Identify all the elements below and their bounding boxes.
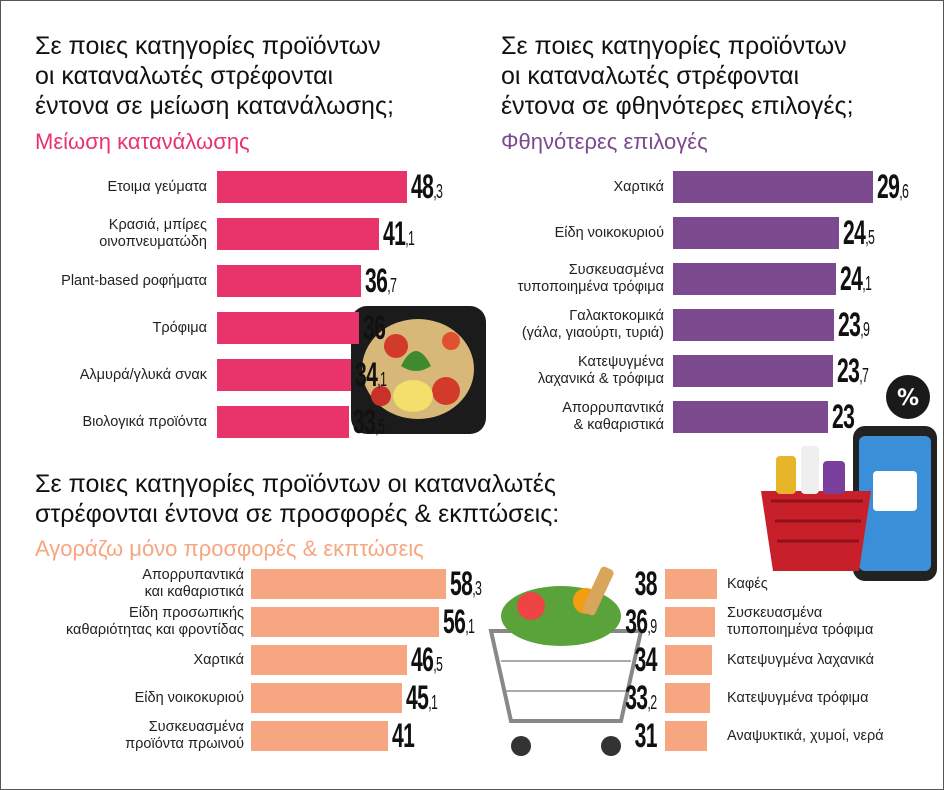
value-label: 36,9 — [625, 603, 658, 641]
category-label: Απορρυπαντικά και καθαριστικά — [142, 567, 244, 600]
value-label: 41,1 — [382, 215, 415, 253]
value-label: 38 — [634, 565, 658, 603]
bar — [673, 401, 829, 433]
category-label: Αναψυκτικά, χυμοί, νερά — [727, 727, 884, 744]
value-label: 46,5 — [410, 641, 443, 679]
bar — [251, 721, 389, 751]
category-label: Είδη νοικοκυριού — [134, 689, 244, 706]
chart-subtitle: Αγοράζω μόνο προσφορές & εκπτώσεις — [35, 536, 424, 561]
category-label: Κατεψυγμένα λαχανικά & τρόφιμα — [537, 354, 664, 387]
category-label: Κατεψυγμένα τρόφιμα — [727, 689, 869, 706]
percent-badge: % — [886, 375, 930, 419]
value-label: 33,2 — [625, 679, 658, 717]
category-label: Κατεψυγμένα λαχανικά — [727, 651, 875, 668]
bar — [665, 569, 717, 599]
category-label: Συσκευασμένα προϊόντα πρωινού — [125, 719, 244, 752]
svg-text:%: % — [897, 386, 919, 411]
chart-title: Σε ποιες κατηγορίες προϊόντων οι καταναλ… — [35, 470, 560, 528]
chart-title: Σε ποιες κατηγορίες προϊόντων οι καταναλ… — [35, 32, 394, 120]
shopping-cart — [488, 566, 644, 756]
bar — [665, 683, 711, 713]
value-label: 34,1 — [355, 356, 387, 394]
category-label: Χαρτικά — [193, 651, 244, 668]
bar — [217, 406, 349, 438]
bar — [217, 265, 362, 297]
value-label: 29,6 — [877, 168, 909, 206]
category-label: Συσκευασμένα τυποποιημένα τρόφιμα — [727, 605, 874, 638]
bar — [673, 217, 839, 249]
bar — [673, 355, 834, 387]
category-label: Απορρυπαντικά & καθαριστικά — [562, 400, 664, 433]
value-label: 34 — [634, 641, 658, 679]
bar — [665, 607, 716, 637]
value-label: 41 — [392, 717, 415, 755]
value-label: 48,3 — [411, 168, 443, 206]
category-label: Χαρτικά — [613, 178, 664, 195]
category-label: Ετοιμα γεύματα — [107, 178, 207, 195]
value-label: 56,1 — [442, 603, 475, 641]
value-label: 36,7 — [365, 262, 397, 300]
bar — [251, 645, 407, 675]
category-label: Κρασιά, μπίρες οινοπνευματώδη — [99, 217, 207, 250]
value-label: 23,9 — [838, 306, 870, 344]
value-label: 24,1 — [839, 260, 872, 298]
value-label: 58,3 — [450, 565, 482, 603]
category-label: Βιολογικά προϊόντα — [82, 413, 208, 430]
category-label: Συσκευασμένα τυποποιημένα τρόφιμα — [517, 262, 664, 295]
bar — [673, 309, 835, 341]
chart-title: Σε ποιες κατηγορίες προϊόντων οι καταναλ… — [501, 32, 854, 120]
chart-subtitle: Φθηνότερες επιλογές — [501, 129, 708, 154]
category-label: Γαλακτοκομικά (γάλα, γιαούρτι, τυριά) — [521, 308, 664, 341]
chart-subtitle: Μείωση κατανάλωσης — [35, 129, 250, 154]
value-label: 31 — [634, 717, 658, 755]
category-label: Είδη νοικοκυριού — [554, 224, 664, 241]
bar — [673, 263, 836, 295]
bar — [673, 171, 873, 203]
category-label: Καφές — [727, 575, 768, 592]
bar — [217, 359, 352, 391]
bar — [217, 312, 359, 344]
bar — [665, 721, 708, 751]
bar — [251, 607, 439, 637]
category-label: Plant-based ροφήματα — [61, 272, 207, 289]
bar — [251, 683, 402, 713]
value-label: 45,1 — [405, 679, 438, 717]
value-label: 36 — [362, 309, 386, 347]
bar — [217, 171, 407, 203]
food-bowl — [351, 306, 486, 434]
bar — [217, 218, 379, 250]
value-label: 24,5 — [842, 214, 875, 252]
basket-phone — [761, 426, 937, 581]
value-label: 33,5 — [352, 403, 385, 441]
bar — [665, 645, 712, 675]
value-label: 23 — [832, 398, 855, 436]
bar — [251, 569, 446, 599]
value-label: 23,7 — [837, 352, 869, 390]
category-label: Αλμυρά/γλυκά σνακ — [79, 366, 207, 383]
category-label: Τρόφιμα — [152, 319, 207, 336]
category-label: Είδη προσωπικής καθαριότητας και φροντίδ… — [65, 605, 244, 638]
